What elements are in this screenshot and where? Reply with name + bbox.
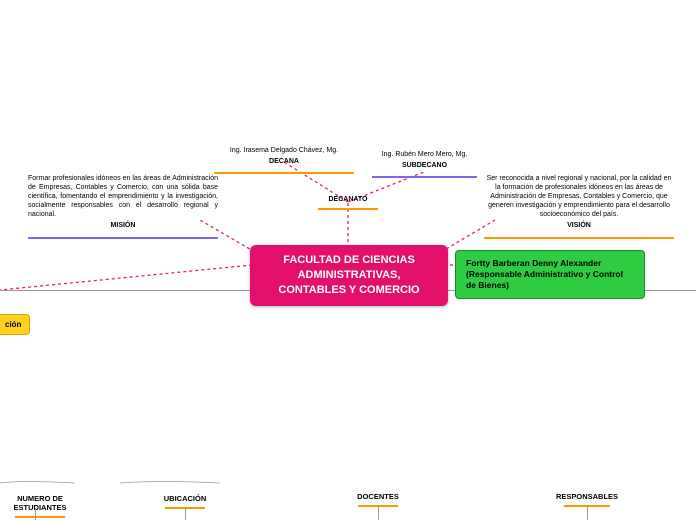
- responsables-label: RESPONSABLES: [556, 492, 618, 501]
- subdecano-role: SUBDECANO: [372, 161, 477, 170]
- ubicacion-label: UBICACIÓN: [164, 494, 207, 503]
- mision-underline: [28, 237, 218, 239]
- mision-label: MISIÓN: [28, 221, 218, 230]
- estudiantes-stem: [35, 508, 36, 520]
- node-decana: Ing. Irasema Delgado Chávez, Mg. DECANA: [214, 146, 354, 174]
- vision-text: Ser reconocida a nivel regional y nacion…: [487, 175, 672, 218]
- node-subdecano: Ing. Rubén Mero Mero, Mg. SUBDECANO: [372, 150, 477, 178]
- vision-underline: [484, 237, 674, 239]
- ubicacion-stem: [185, 508, 186, 520]
- responsable-text: Fortty Barberan Denny Alexander (Respons…: [466, 258, 623, 290]
- estudiantes-label: NUMERO DE ESTUDIANTES: [14, 494, 67, 512]
- vision-label: VISIÓN: [484, 221, 674, 230]
- central-title-box: FACULTAD DE CIENCIAS ADMINISTRATIVAS, CO…: [250, 245, 448, 306]
- node-vision: Ser reconocida a nivel regional y nacion…: [484, 174, 674, 239]
- node-responsables: RESPONSABLES: [552, 492, 622, 507]
- node-numero-estudiantes: NUMERO DE ESTUDIANTES: [0, 494, 90, 518]
- estudiantes-underline: [15, 516, 65, 518]
- docentes-stem: [378, 506, 379, 520]
- node-mision: Formar profesionales idóneos en las área…: [28, 174, 218, 239]
- yellow-tab-fragment[interactable]: ción: [0, 314, 30, 335]
- decanato-underline: [318, 208, 378, 210]
- subdecano-name: Ing. Rubén Mero Mero, Mg.: [382, 151, 468, 158]
- subdecano-underline: [372, 176, 477, 178]
- decanato-label: DECANATO: [318, 195, 378, 204]
- node-docentes: DOCENTES: [348, 492, 408, 507]
- yellow-tab-text: ción: [5, 320, 21, 329]
- node-ubicacion: UBICACIÓN: [150, 494, 220, 509]
- responsable-box: Fortty Barberan Denny Alexander (Respons…: [455, 250, 645, 299]
- node-decanato: DECANATO: [318, 193, 378, 210]
- mision-text: Formar profesionales idóneos en las área…: [28, 175, 218, 218]
- responsables-stem: [587, 506, 588, 520]
- decana-underline: [214, 172, 354, 174]
- decana-role: DECANA: [214, 157, 354, 166]
- decana-name: Ing. Irasema Delgado Chávez, Mg.: [230, 147, 338, 154]
- central-title: FACULTAD DE CIENCIAS ADMINISTRATIVAS, CO…: [278, 254, 419, 296]
- docentes-label: DOCENTES: [357, 492, 399, 501]
